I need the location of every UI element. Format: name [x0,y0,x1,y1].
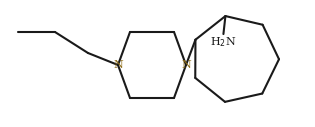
Text: H$_2$N: H$_2$N [210,35,237,49]
Text: N: N [113,60,123,70]
Text: N: N [181,60,191,70]
